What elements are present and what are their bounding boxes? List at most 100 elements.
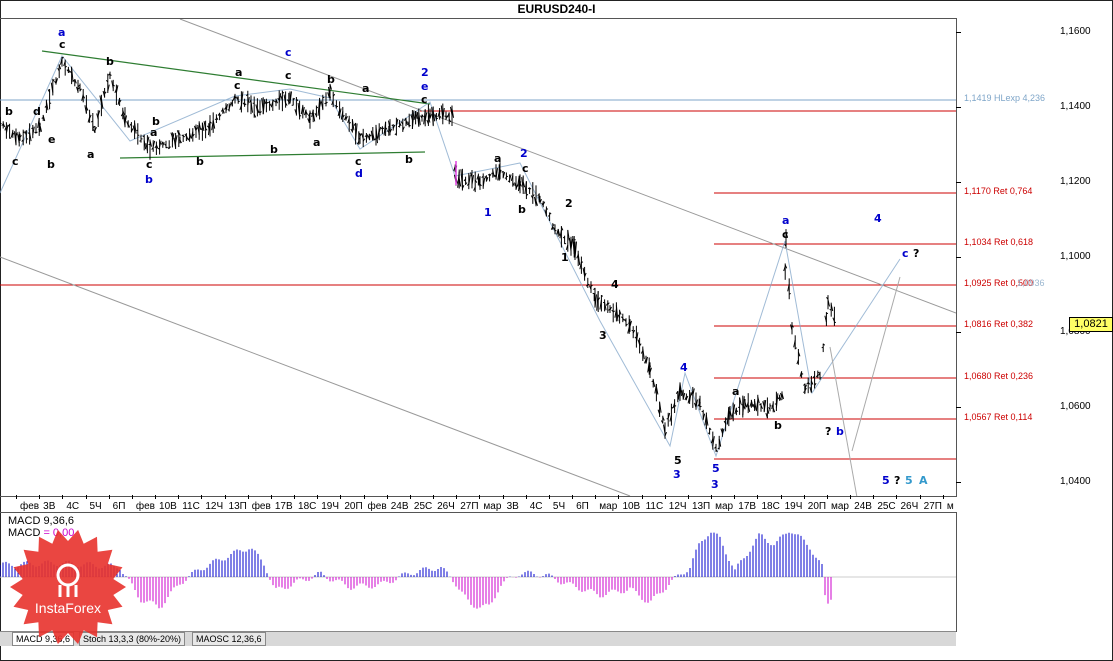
- ohlc-open-tick: [17, 133, 20, 144]
- ohlc-close-tick: [305, 111, 308, 115]
- wave-label: a: [87, 148, 95, 161]
- ohlc-open-tick: [818, 372, 821, 376]
- ohlc-close-tick: [705, 415, 709, 426]
- wave-label: 3: [673, 468, 681, 481]
- ohlc-open-tick: [356, 141, 360, 145]
- date-tick-mark: [803, 495, 805, 499]
- ohlc-open-tick: [521, 176, 524, 191]
- ohlc-open-tick: [726, 407, 730, 425]
- ohlc-open-tick: [681, 390, 684, 398]
- ohlc-open-tick: [550, 226, 554, 230]
- ohlc-close-tick: [165, 146, 168, 149]
- date-tick-label: 6П: [576, 501, 589, 512]
- ohlc-open-tick: [50, 82, 54, 93]
- ohlc-close-tick: [625, 323, 628, 327]
- ohlc-close-tick: [804, 384, 807, 389]
- ohlc-close-tick: [590, 284, 593, 287]
- ohlc-close-tick: [581, 261, 584, 263]
- ohlc-close-tick: [405, 119, 408, 126]
- main-price-chart[interactable]: [0, 18, 957, 497]
- ohlc-open-tick: [743, 405, 746, 410]
- ohlc-close-tick: [250, 101, 253, 113]
- ohlc-open-tick: [331, 100, 334, 106]
- date-tick-mark: [224, 495, 226, 499]
- ohlc-close-tick: [736, 410, 739, 413]
- date-tick-label: 4С: [529, 501, 543, 512]
- wave-label: a: [732, 385, 740, 398]
- date-tick-mark: [618, 495, 620, 499]
- ohlc-close-tick: [659, 402, 662, 413]
- ohlc-open-tick: [400, 121, 404, 125]
- ohlc-open-tick: [78, 87, 81, 90]
- ohlc-open-tick: [283, 94, 287, 105]
- ohlc-close-tick: [432, 111, 436, 122]
- ohlc-close-tick: [502, 171, 506, 178]
- ohlc-close-tick: [89, 114, 92, 119]
- wave-label: 3: [599, 329, 607, 342]
- ohlc-open-tick: [611, 309, 614, 313]
- ohlc-close-tick: [489, 173, 492, 177]
- fib-level-label: 1,0680 Ret 0,236: [964, 371, 1034, 381]
- ohlc-close-tick: [664, 431, 667, 437]
- ohlc-close-tick: [522, 181, 526, 188]
- ohlc-close-tick: [557, 229, 561, 236]
- wave-label: ?: [913, 247, 920, 260]
- ohlc-open-tick: [132, 125, 136, 132]
- date-tick-label: 11С: [182, 501, 200, 512]
- date-tick-label: 10В: [622, 501, 641, 512]
- date-tick-label: 3В: [506, 501, 519, 512]
- date-tick-mark: [896, 495, 898, 499]
- ohlc-open-tick: [383, 121, 387, 136]
- wave-label: 3: [711, 478, 719, 491]
- ohlc-open-tick: [211, 120, 214, 131]
- ohlc-close-tick: [635, 332, 639, 343]
- wave-label: b: [270, 143, 278, 156]
- ohlc-open-tick: [91, 120, 94, 123]
- ohlc-open-tick: [347, 118, 350, 124]
- ohlc-close-tick: [127, 124, 131, 128]
- ohlc-open-tick: [4, 125, 7, 131]
- price-chart-canvas[interactable]: [0, 19, 956, 496]
- ohlc-close-tick: [766, 407, 770, 414]
- date-tick-label: м: [946, 501, 954, 512]
- price-tick-label: 1,1000: [1060, 251, 1091, 262]
- ohlc-open-tick: [690, 390, 694, 396]
- ohlc-close-tick: [615, 305, 619, 322]
- tab-stoch[interactable]: Stoch 13,3,3 (80%-20%): [79, 632, 186, 646]
- tab-maosc[interactable]: MAOSC 12,36,6: [192, 632, 266, 646]
- ohlc-close-tick: [685, 395, 689, 400]
- date-tick-mark: [711, 495, 713, 499]
- ohlc-open-tick: [450, 106, 453, 116]
- ohlc-open-tick: [497, 171, 500, 181]
- ohlc-open-tick: [579, 261, 582, 270]
- ohlc-close-tick: [365, 134, 369, 140]
- ohlc-close-tick: [285, 102, 288, 106]
- ohlc-close-tick: [382, 127, 385, 130]
- ohlc-open-tick: [261, 97, 264, 111]
- price-tick-mark: [956, 482, 961, 483]
- ohlc-open-tick: [657, 409, 661, 415]
- ohlc-open-tick: [752, 404, 756, 409]
- ohlc-close-tick: [692, 388, 695, 396]
- ohlc-open-tick: [498, 173, 501, 176]
- ohlc-open-tick: [793, 340, 796, 348]
- ohlc-close-tick: [339, 108, 342, 116]
- ohlc-open-tick: [24, 130, 27, 136]
- ohlc-open-tick: [787, 284, 790, 292]
- wave-label: b: [47, 158, 55, 171]
- ohlc-close-tick: [39, 125, 42, 132]
- ohlc-open-tick: [227, 109, 230, 111]
- ohlc-open-tick: [297, 102, 301, 117]
- wave-label: 5: [674, 454, 682, 467]
- ohlc-open-tick: [734, 407, 737, 415]
- ohlc-open-tick: [420, 115, 423, 119]
- ohlc-open-tick: [628, 322, 631, 327]
- ohlc-open-tick: [524, 181, 527, 195]
- ohlc-close-tick: [201, 122, 205, 131]
- ohlc-open-tick: [217, 113, 221, 116]
- date-tick-mark: [39, 495, 41, 499]
- ohlc-close-tick: [0, 122, 2, 125]
- ohlc-close-tick: [215, 117, 219, 121]
- macd-panel[interactable]: [0, 512, 957, 632]
- ohlc-open-tick: [457, 171, 460, 188]
